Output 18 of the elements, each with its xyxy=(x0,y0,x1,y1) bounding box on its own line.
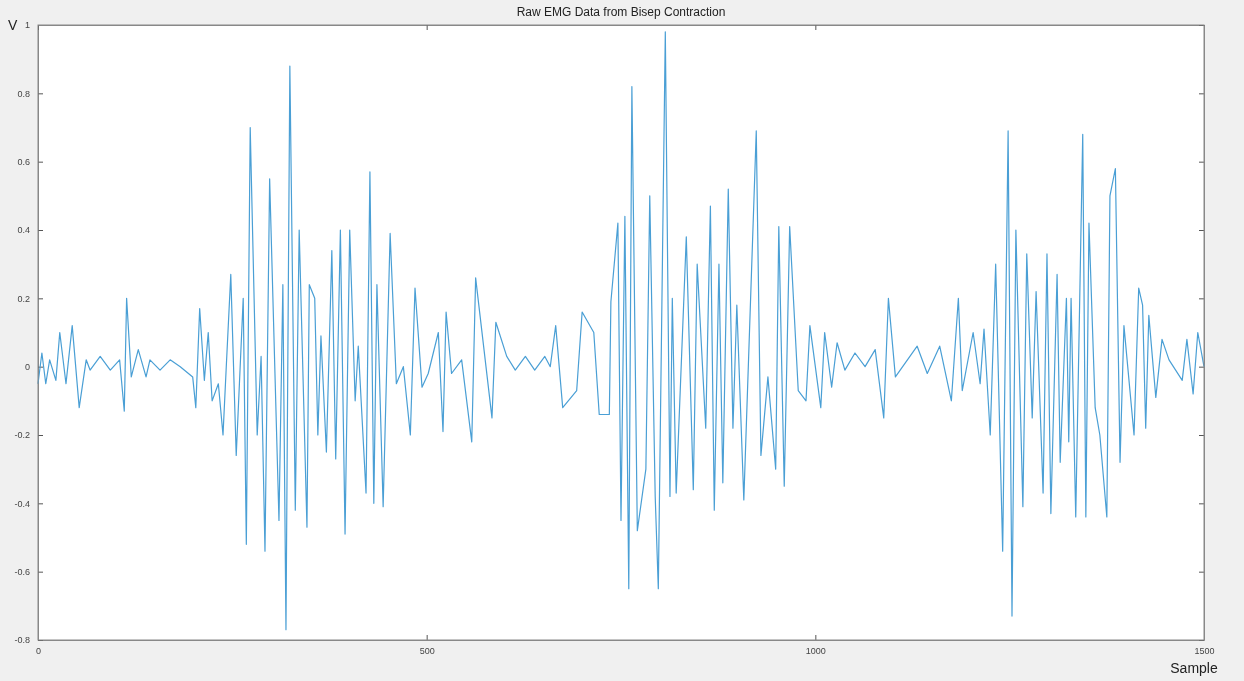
x-axis-title: Sample xyxy=(1170,660,1218,676)
y-tick-label: 0.2 xyxy=(17,293,30,304)
chart-title: Raw EMG Data from Bisep Contraction xyxy=(516,5,726,19)
y-tick-label: -0.2 xyxy=(14,430,30,441)
y-tick-label: -0.6 xyxy=(14,567,30,578)
y-tick-label: -0.8 xyxy=(14,635,30,646)
x-tick-label: 500 xyxy=(419,646,435,657)
y-tick-label: 0.6 xyxy=(17,157,30,168)
x-tick-label: 0 xyxy=(35,646,42,657)
y-axis-title: V xyxy=(8,17,18,33)
y-tick-label: -0.4 xyxy=(14,498,30,509)
x-tick-label: 1000 xyxy=(805,646,826,657)
line-series xyxy=(37,31,1205,631)
y-tick-label: 1 xyxy=(24,20,30,31)
y-tick-label: 0.8 xyxy=(17,88,30,99)
x-tick-label: 1500 xyxy=(1194,646,1215,657)
y-tick-label: 0 xyxy=(24,362,30,373)
y-tick-label: 0.4 xyxy=(17,225,30,236)
